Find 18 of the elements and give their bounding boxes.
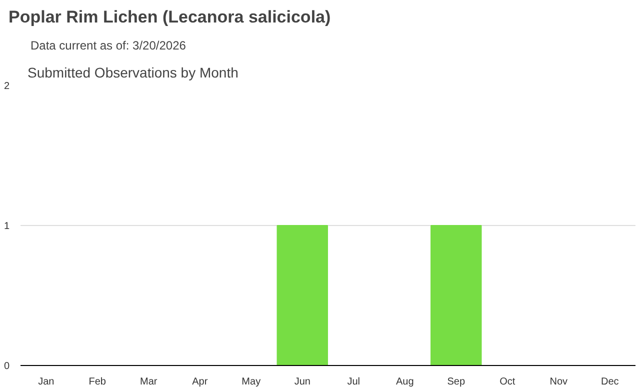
x-tick-label: Jun [294,376,310,388]
x-tick-label: Apr [192,376,208,388]
x-tick-label: Nov [550,376,568,388]
x-tick-label: Oct [500,376,516,388]
x-tick-label: Jan [38,376,54,388]
chart-subtitle: Data current as of: 3/20/2026 [30,38,186,52]
text: Submitted Observations by Month [28,64,238,80]
y-tick-label: 2 [4,81,10,92]
x-tick-label: Dec [600,376,619,388]
x-tick-label: Feb [88,376,106,388]
x-tick-label: Aug [396,376,414,388]
y-tick-label: 1 [4,221,10,232]
x-tick-label: Sep [447,376,466,388]
y-tick-label: 0 [4,361,10,372]
x-tick-label: Mar [140,376,158,388]
x-tick-label: Jul [347,376,360,388]
x-tick-label: May [242,376,261,388]
chart-title: Poplar Rim Lichen (Lecanora salicicola) [8,8,331,26]
